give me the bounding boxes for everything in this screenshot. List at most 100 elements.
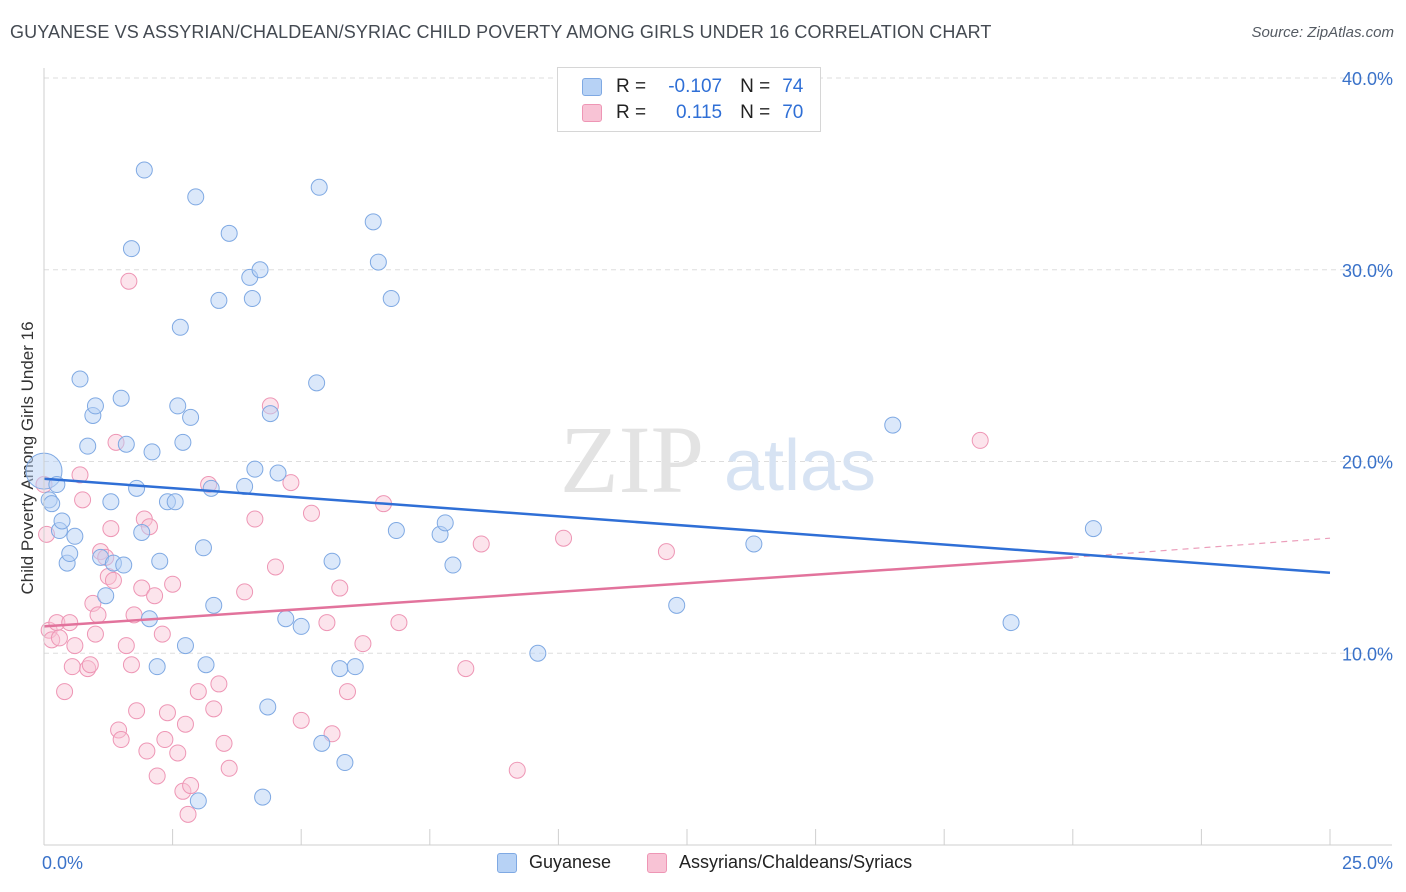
assyrian-point: [354, 635, 372, 653]
assyrian-point: [472, 535, 490, 553]
r-label: R =: [616, 76, 647, 97]
guyanese-point: [1002, 614, 1020, 632]
assyrian-point: [138, 742, 156, 760]
guyanese-point: [122, 240, 140, 258]
assyrian-point: [128, 702, 146, 720]
zipatlas-watermark: ZIP atlas: [560, 406, 876, 513]
assyrian-point: [122, 656, 140, 674]
assyrian-point: [282, 474, 300, 492]
assyrian-point: [169, 744, 187, 762]
n-label: N =: [740, 76, 771, 97]
assyrian-point: [246, 510, 264, 528]
watermark-zip: ZIP: [560, 406, 704, 513]
guyanese-point: [259, 698, 277, 716]
y-tick-label: 40.0%: [1342, 69, 1393, 89]
n-value-assyrian: 70: [782, 102, 804, 123]
assyrian-point: [71, 466, 89, 484]
guyanese-point: [313, 734, 331, 752]
guyanese-point: [61, 545, 79, 563]
guyanese-point: [310, 178, 328, 196]
n-label: N =: [740, 102, 771, 123]
guyanese-legend-swatch: [497, 852, 517, 873]
assyrian-point: [266, 558, 284, 576]
legend-label-assyrian: Assyrians/Chaldeans/Syriacs: [679, 852, 913, 872]
assyrian-swatch: [582, 104, 602, 122]
guyanese-point: [292, 617, 310, 635]
assyrian-point: [148, 767, 166, 785]
source-credit: Source: ZipAtlas.com: [1251, 24, 1394, 41]
assyrian-trend-extension: [1072, 537, 1331, 558]
x-tick-label-min: 0.0%: [42, 853, 83, 873]
assyrian-point: [176, 715, 194, 733]
assyrian-point: [390, 614, 408, 632]
watermark-atlas: atlas: [724, 426, 876, 506]
guyanese-point: [323, 552, 341, 570]
assyrian-point: [110, 721, 128, 739]
assyrian-point: [133, 579, 151, 597]
assyrian-point: [555, 529, 573, 547]
assyrian-point: [302, 504, 320, 522]
assyrian-point: [63, 658, 81, 676]
guyanese-point: [202, 479, 220, 497]
guyanese-trend-line: [43, 477, 1331, 574]
series-assyrian-points: [35, 272, 989, 823]
guyanese-point: [148, 658, 166, 676]
y-tick-label: 10.0%: [1342, 644, 1393, 664]
assyrian-point: [189, 683, 207, 701]
assyrian-point: [236, 583, 254, 601]
assyrian-legend-swatch: [647, 852, 667, 873]
legend-item-guyanese[interactable]: Guyanese: [497, 852, 611, 873]
guyanese-point: [102, 493, 120, 511]
guyanese-point: [133, 523, 151, 541]
assyrian-point: [81, 656, 99, 674]
legend-row-assyrian: R = 0.115 N = 70: [582, 101, 803, 125]
assyrian-point: [50, 629, 68, 647]
grid-lines: [44, 77, 1392, 654]
guyanese-point: [387, 522, 405, 540]
guyanese-point: [189, 792, 207, 810]
assyrian-point: [86, 625, 104, 643]
guyanese-point: [1084, 520, 1102, 538]
assyrian-point: [120, 272, 138, 290]
assyrian-point: [657, 543, 675, 561]
assyrian-point: [205, 700, 223, 718]
r-value-assyrian: 0.115: [675, 102, 723, 123]
guyanese-point: [210, 291, 228, 309]
assyrian-point: [331, 579, 349, 597]
guyanese-point: [261, 405, 279, 423]
correlation-legend: R = -0.107 N = 74 R = 0.115 N = 70: [557, 67, 821, 132]
y-tick-label: 20.0%: [1342, 453, 1393, 473]
axes: 10.0% 20.0% 30.0% 40.0% 0.0% 25.0%: [42, 68, 1393, 873]
assyrian-trend-line: [43, 556, 1073, 628]
guyanese-point: [382, 290, 400, 308]
guyanese-point: [53, 512, 71, 530]
guyanese-point: [308, 374, 326, 392]
series-guyanese-points: [25, 161, 1102, 810]
assyrian-point: [164, 575, 182, 593]
assyrian-point: [56, 683, 74, 701]
assyrian-point: [292, 711, 310, 729]
guyanese-point: [135, 161, 153, 179]
guyanese-point: [166, 493, 184, 511]
guyanese-point: [251, 261, 269, 279]
guyanese-point: [115, 556, 133, 574]
trend-lines: [43, 477, 1331, 628]
guyanese-point: [369, 253, 387, 271]
assyrian-point: [158, 704, 176, 722]
y-tick-label: 30.0%: [1342, 261, 1393, 281]
assyrian-point: [153, 625, 171, 643]
guyanese-point: [269, 464, 287, 482]
guyanese-point: [220, 224, 238, 242]
chart-title: GUYANESE VS ASSYRIAN/CHALDEAN/SYRIAC CHI…: [10, 22, 992, 42]
guyanese-point: [364, 213, 382, 231]
guyanese-point: [331, 660, 349, 678]
guyanese-point: [336, 754, 354, 772]
legend-item-assyrian[interactable]: Assyrians/Chaldeans/Syriacs: [647, 852, 912, 873]
guyanese-point: [243, 290, 261, 308]
assyrian-point: [89, 606, 107, 624]
guyanese-point: [194, 539, 212, 557]
assyrian-point: [117, 637, 135, 655]
assyrian-point: [457, 660, 475, 678]
guyanese-swatch: [582, 78, 602, 96]
